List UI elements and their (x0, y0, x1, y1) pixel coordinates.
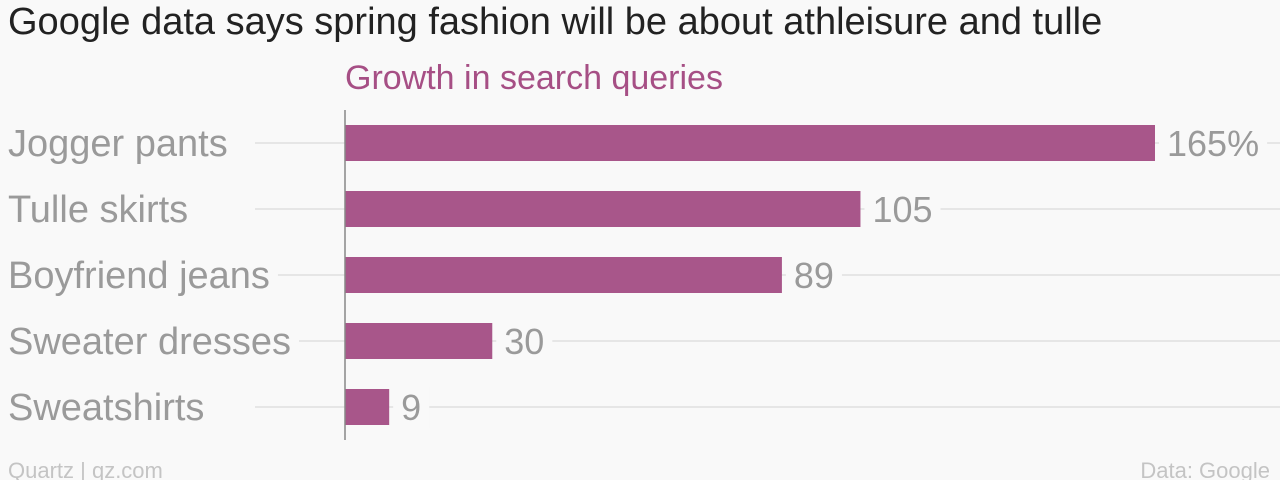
category-label: Boyfriend jeans (8, 255, 270, 297)
value-labels: 165% 105 89 30 9 (401, 123, 1259, 428)
value-label: 165% (1167, 123, 1259, 164)
category-label: Tulle skirts (8, 189, 188, 231)
bar-jogger-pants (345, 125, 1155, 161)
data-source: Data: Google (1140, 458, 1270, 480)
value-label: 89 (794, 255, 834, 296)
label-mask (0, 189, 197, 231)
label-mask (0, 255, 278, 297)
bars (345, 125, 1155, 425)
bar-sweatshirts (345, 389, 390, 425)
chart-subtitle: Growth in search queries (345, 59, 723, 97)
chart-title: Google data says spring fashion will be … (8, 1, 1102, 43)
label-mask (864, 189, 941, 230)
label-mask (0, 387, 213, 429)
category-labels: Jogger pants Tulle skirts Boyfriend jeans S… (8, 123, 291, 429)
category-label: Jogger pants (8, 123, 228, 165)
value-label: 30 (504, 321, 544, 362)
value-label: 9 (401, 387, 421, 428)
label-mask (1159, 123, 1268, 164)
label-masks (0, 123, 1268, 429)
bar-tulle-skirts (345, 191, 861, 227)
category-label: Sweater dresses (8, 321, 291, 363)
bar-boyfriend-jeans (345, 257, 782, 293)
label-mask (0, 321, 300, 363)
label-mask (0, 123, 236, 165)
value-label: 105 (872, 189, 932, 230)
label-mask (393, 387, 430, 428)
label-mask (785, 255, 842, 296)
label-mask (496, 321, 553, 362)
bar-sweater-dresses (345, 323, 493, 359)
category-label: Sweatshirts (8, 387, 204, 429)
source-credit: Quartz | qz.com (8, 458, 163, 480)
